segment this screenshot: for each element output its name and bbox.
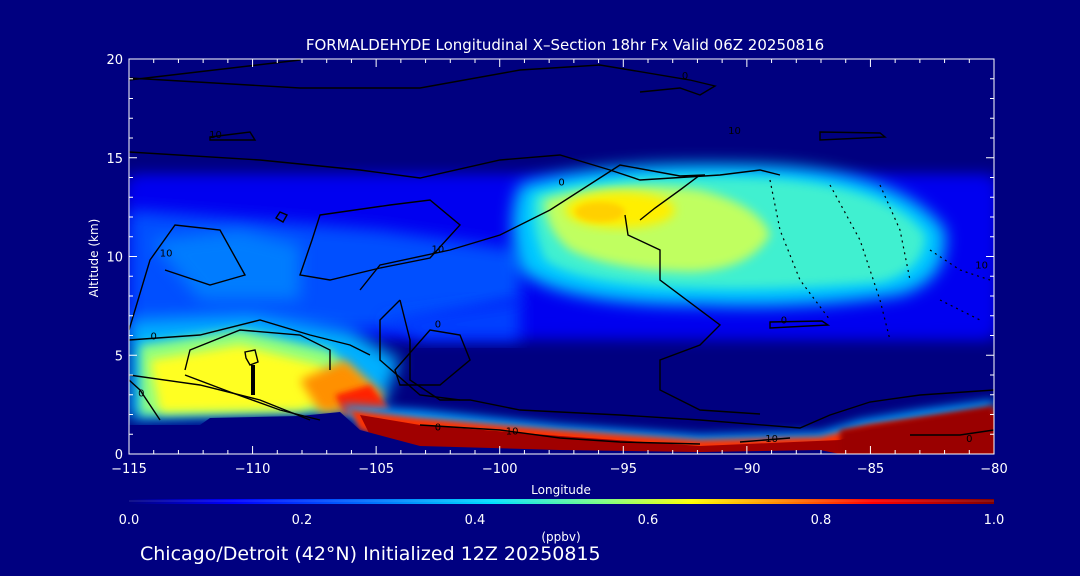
colorbar-tick-label: 0.6	[638, 513, 659, 528]
contour-label: 10	[209, 130, 222, 141]
y-axis-label: Altitude (km)	[87, 219, 101, 298]
x-axis-label: Longitude	[531, 483, 591, 497]
y-axis: 0 5 10 15 20	[106, 53, 994, 463]
contour-label: 10	[975, 260, 988, 271]
concentration-field	[129, 59, 994, 454]
contour-label: 10	[160, 249, 173, 260]
contour-label: 0	[966, 434, 972, 445]
figure-subtitle: Chicago/Detroit (42°N) Initialized 12Z 2…	[140, 543, 601, 565]
colorbar-tick-label: 1.0	[984, 513, 1005, 528]
colorbar-tick-label: 0.8	[811, 513, 832, 528]
x-tick-label: −100	[482, 462, 518, 477]
contour-label: 0	[138, 389, 144, 400]
y-tick-label: 20	[106, 53, 123, 68]
contour-label: 0	[435, 320, 441, 331]
contour-label: 10	[765, 434, 778, 445]
colorbar-tick-label: 0.0	[119, 513, 140, 528]
contour-label: 0	[682, 71, 688, 82]
contour-label: 0	[781, 316, 787, 327]
contour-label: 0	[435, 422, 441, 433]
contour-label: 0	[151, 331, 157, 342]
y-tick-label: 5	[115, 349, 123, 364]
contour-label: 10	[728, 126, 741, 137]
y-tick-label: 10	[106, 251, 123, 266]
contour-label: 10	[432, 245, 445, 256]
contour-labels: 0 10 10 0 10 10 10 0 0 0 0 0 10 10 0	[138, 71, 988, 445]
x-tick-label: −115	[111, 462, 147, 477]
colorbar-tick-label: 0.2	[292, 513, 313, 528]
contour-label: 0	[558, 177, 564, 188]
x-tick-label: −85	[857, 462, 884, 477]
colorbar-tick-label: 0.4	[465, 513, 486, 528]
colorbar-gradient	[129, 499, 994, 504]
colorbar-label: (ppbv)	[541, 530, 580, 544]
x-tick-label: −105	[358, 462, 394, 477]
x-tick-label: −110	[235, 462, 271, 477]
colorbar: 0.0 0.2 0.4 0.6 0.8 1.0 (ppbv)	[119, 499, 1005, 544]
contour-label: 10	[506, 426, 519, 437]
x-tick-label: −90	[733, 462, 760, 477]
x-tick-label: −95	[610, 462, 637, 477]
x-tick-label: −80	[980, 462, 1007, 477]
y-tick-label: 0	[115, 448, 123, 463]
chart-title: FORMALDEHYDE Longitudinal X–Section 18hr…	[306, 36, 824, 54]
x-axis: −115 −110 −105 −100 −95 −90 −85 −80	[111, 59, 1008, 477]
y-tick-label: 15	[106, 152, 123, 167]
